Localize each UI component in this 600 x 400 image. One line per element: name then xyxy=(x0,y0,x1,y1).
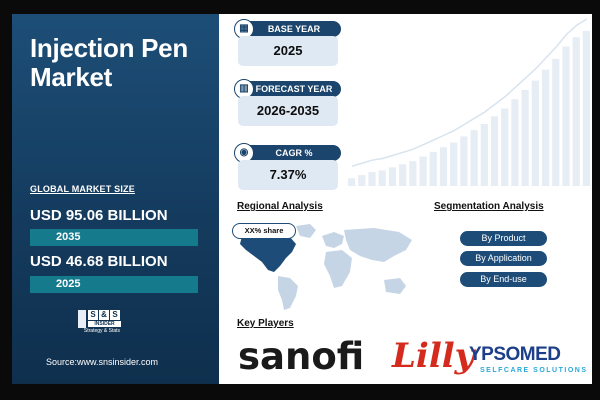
background-bar xyxy=(419,156,427,186)
background-bar xyxy=(541,69,550,186)
forecast-year-label: ▥ FORECAST YEAR xyxy=(234,79,341,99)
cagr-value: 7.37% xyxy=(238,160,338,190)
cagr-label: ◉ CAGR % xyxy=(234,143,341,163)
background-bar xyxy=(531,80,539,186)
segment-by-application[interactable]: By Application xyxy=(460,251,547,266)
sns-insider-logo: S & S INSIDER Strategy & Stats xyxy=(78,310,130,348)
asia-region xyxy=(344,228,412,262)
regional-share-badge: XX% share xyxy=(232,223,296,239)
segment-by-end-use[interactable]: By End-use xyxy=(460,272,547,287)
regional-analysis-title: Regional Analysis xyxy=(237,201,323,212)
background-bar xyxy=(562,46,570,186)
background-bar xyxy=(358,175,366,186)
forecast-year-value: 2026-2035 xyxy=(238,96,338,126)
africa-region xyxy=(324,250,352,288)
global-market-size-label: GLOBAL MARKET SIZE xyxy=(30,184,135,194)
sanofi-logo: sanofi xyxy=(238,335,365,378)
segment-by-product[interactable]: By Product xyxy=(460,231,547,246)
background-bar xyxy=(490,116,499,186)
background-bar xyxy=(348,178,356,186)
world-map xyxy=(240,224,412,310)
background-bar xyxy=(501,108,509,186)
greenland-region xyxy=(296,224,316,238)
background-bar xyxy=(388,167,397,186)
base-year-label: ▦ BASE YEAR xyxy=(234,19,341,39)
background-bar xyxy=(409,161,417,186)
background-bar xyxy=(572,37,580,187)
ypsomed-tagline: SELFCARE SOLUTIONS xyxy=(480,367,588,374)
segmentation-analysis-title: Segmentation Analysis xyxy=(434,201,544,212)
market-value-2025: USD 46.68 BILLION xyxy=(30,253,168,270)
logo-tagline: Strategy & Stats xyxy=(83,328,121,334)
ypsomed-logo: YPSOMED xyxy=(469,344,561,365)
market-year-2035: 2035 xyxy=(30,229,198,246)
background-bar xyxy=(511,99,519,186)
market-value-2035: USD 95.06 BILLION xyxy=(30,207,168,224)
background-trend-line xyxy=(351,18,588,167)
left-panel: Injection Pen Market GLOBAL MARKET SIZE … xyxy=(12,14,219,384)
logo-letters: S & S xyxy=(88,310,120,320)
australia-region xyxy=(384,278,406,294)
north-america-region xyxy=(240,230,296,272)
background-bar xyxy=(450,142,458,186)
logo-insider-text: INSIDER xyxy=(88,321,121,327)
background-growth-bars xyxy=(348,18,590,187)
europe-region xyxy=(322,232,344,248)
page-title: Injection Pen Market xyxy=(30,33,188,92)
background-bar xyxy=(460,136,468,186)
key-players-title: Key Players xyxy=(237,318,294,329)
lilly-logo: Lilly xyxy=(392,336,475,376)
south-america-region xyxy=(278,276,298,310)
background-bar xyxy=(582,31,590,186)
background-bar xyxy=(552,58,560,186)
background-bar xyxy=(378,170,386,186)
background-bar xyxy=(470,130,478,186)
background-bar xyxy=(368,172,376,186)
infographic-card: Injection Pen Market GLOBAL MARKET SIZE … xyxy=(12,14,592,384)
market-year-2025: 2025 xyxy=(30,276,198,293)
logo-tower-icon xyxy=(78,310,86,328)
background-bar xyxy=(439,147,448,186)
background-bar xyxy=(521,89,529,186)
background-bar xyxy=(429,151,437,186)
background-bar xyxy=(480,124,488,186)
background-bar xyxy=(399,164,407,186)
base-year-value: 2025 xyxy=(238,36,338,66)
source-text: Source:www.snsinsider.com xyxy=(46,357,159,367)
